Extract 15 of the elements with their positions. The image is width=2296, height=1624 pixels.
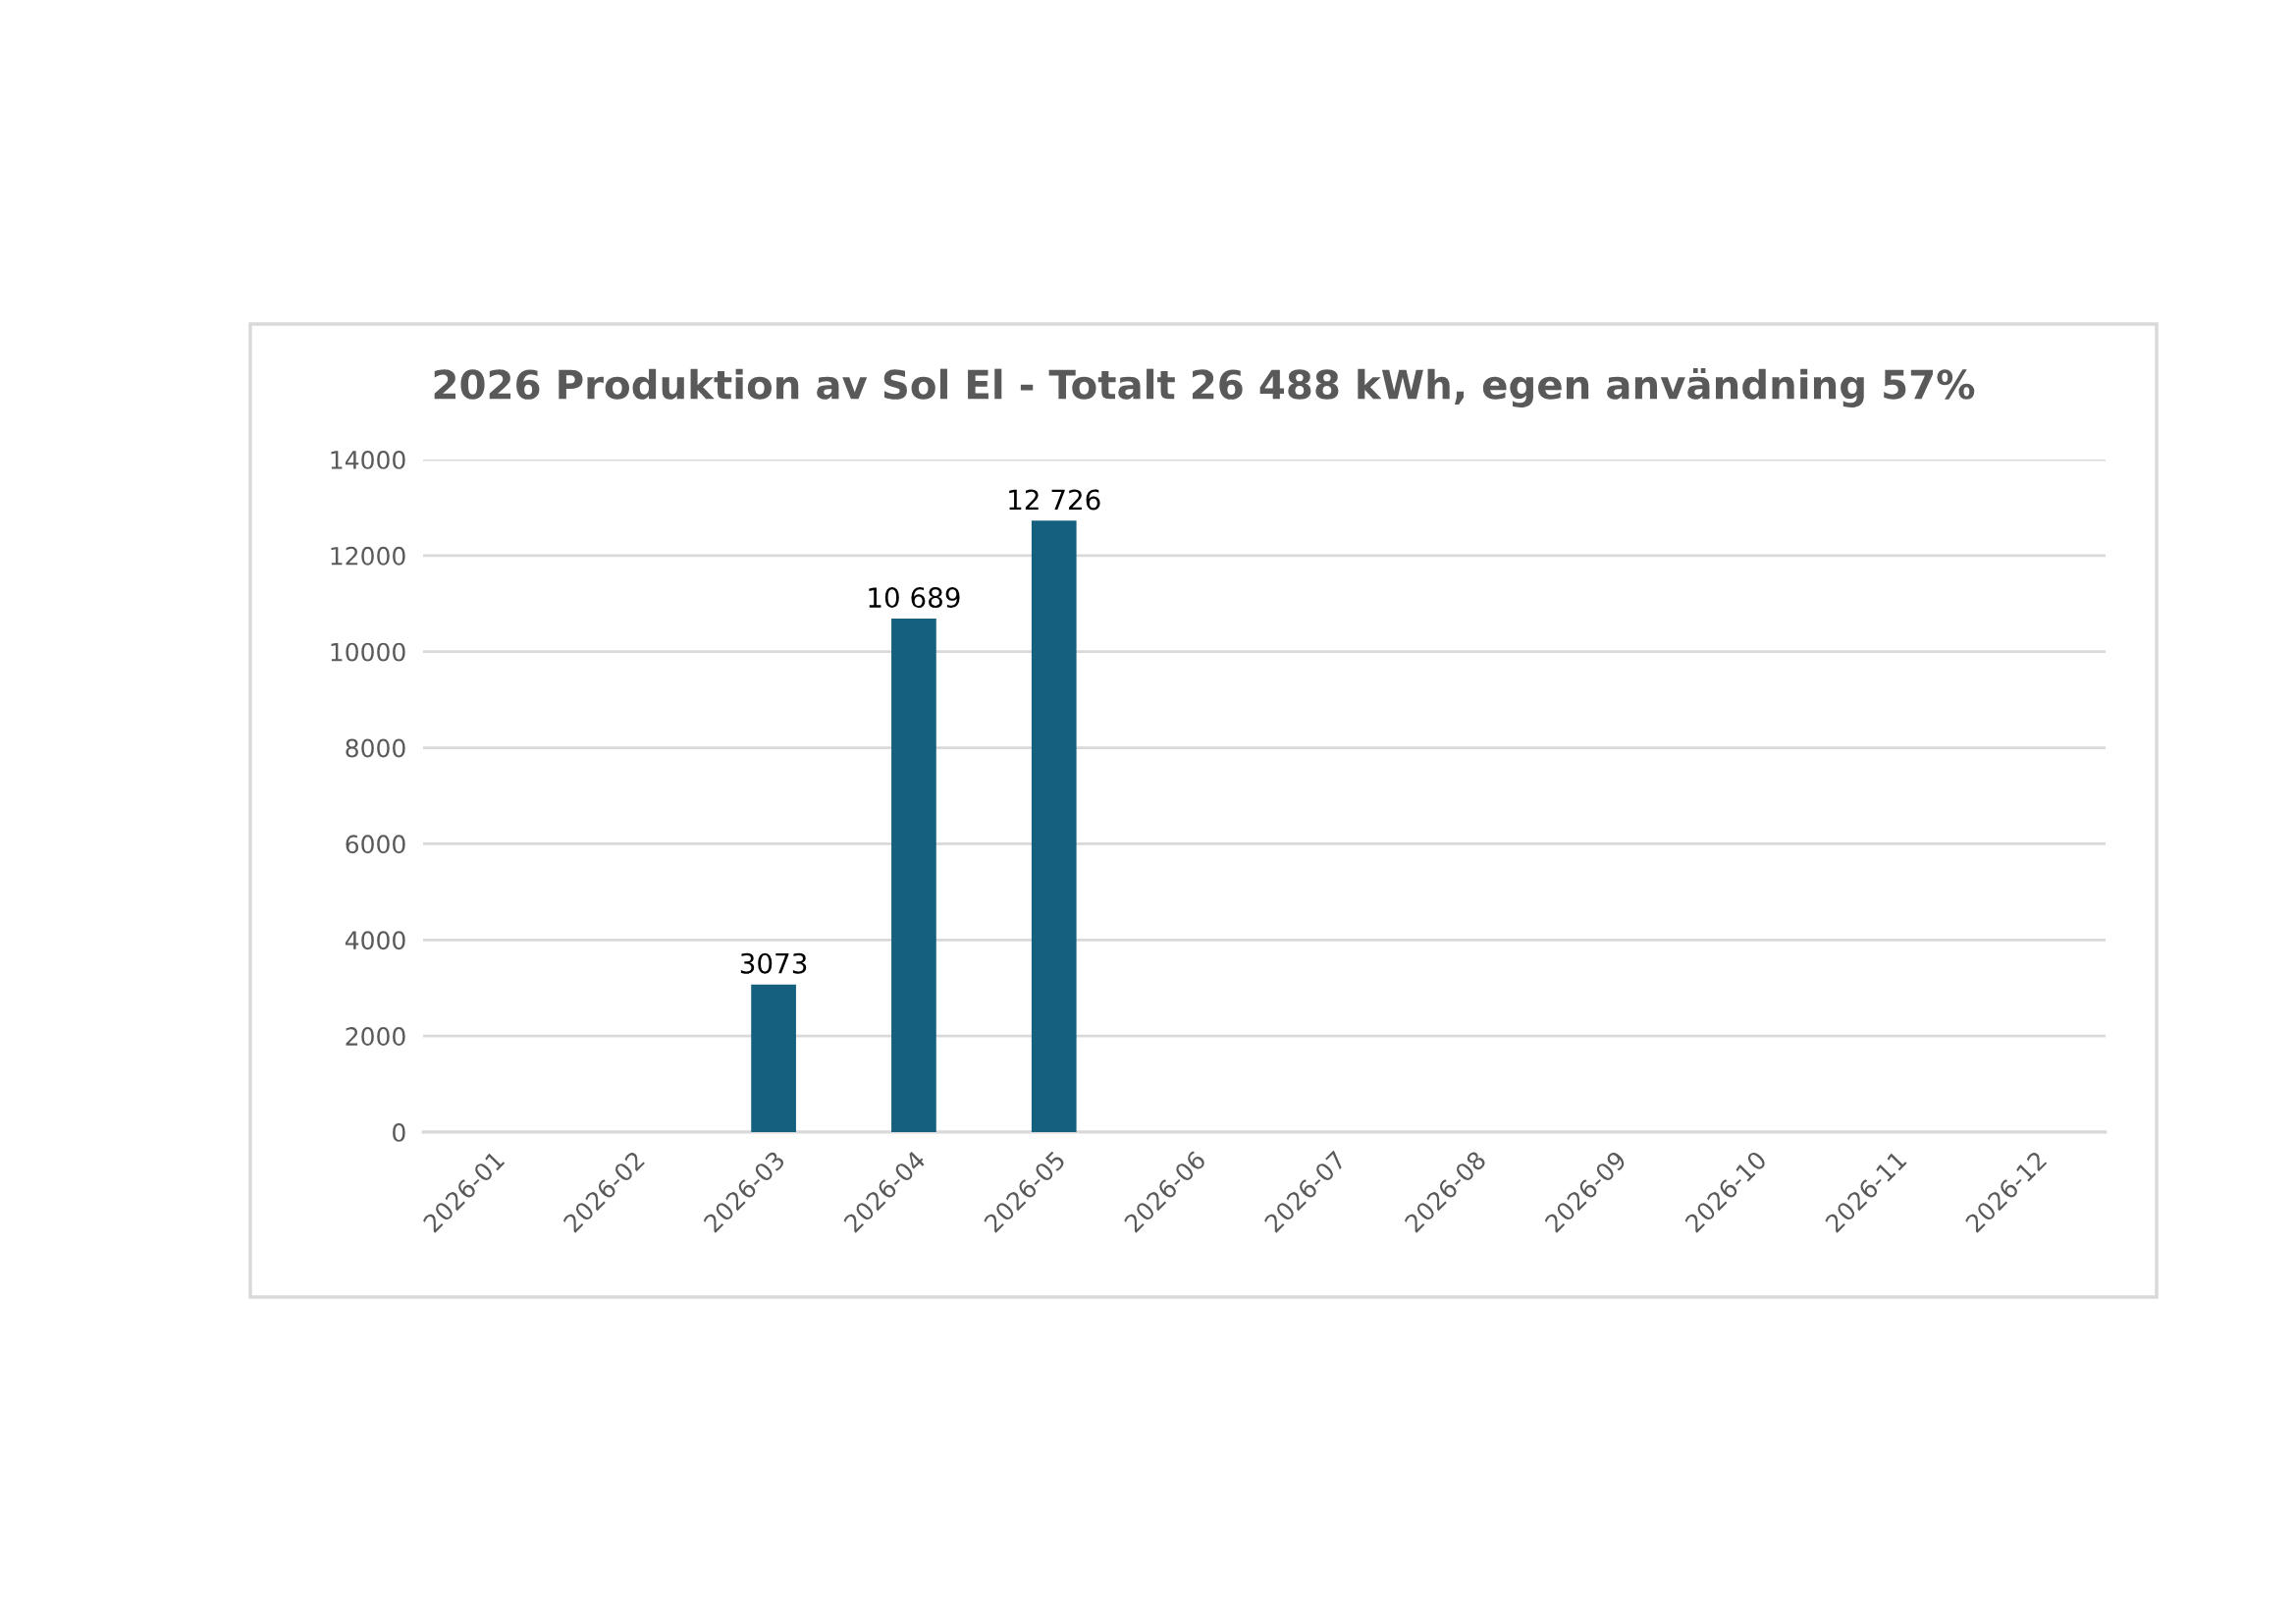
bar (891, 619, 936, 1132)
y-tick-label: 4000 (345, 931, 405, 950)
bar (1031, 520, 1077, 1132)
y-tick-label: 0 (393, 1122, 405, 1142)
data-label: 10 689 (869, 587, 960, 609)
y-tick-label: 8000 (346, 738, 405, 758)
bar (751, 984, 796, 1132)
data-label: 3073 (740, 952, 807, 974)
data-label: 12 726 (1009, 489, 1100, 511)
y-tick-label: 14000 (331, 450, 405, 469)
chart-title: 2026 Produktion av Sol El - Totalt 26 488 kWh, egen användning 57% (434, 368, 1975, 407)
y-tick-label: 12000 (331, 546, 405, 566)
y-tick-label: 2000 (346, 1027, 405, 1046)
y-tick-label: 6000 (346, 835, 405, 854)
y-tick-label: 10000 (331, 642, 405, 662)
